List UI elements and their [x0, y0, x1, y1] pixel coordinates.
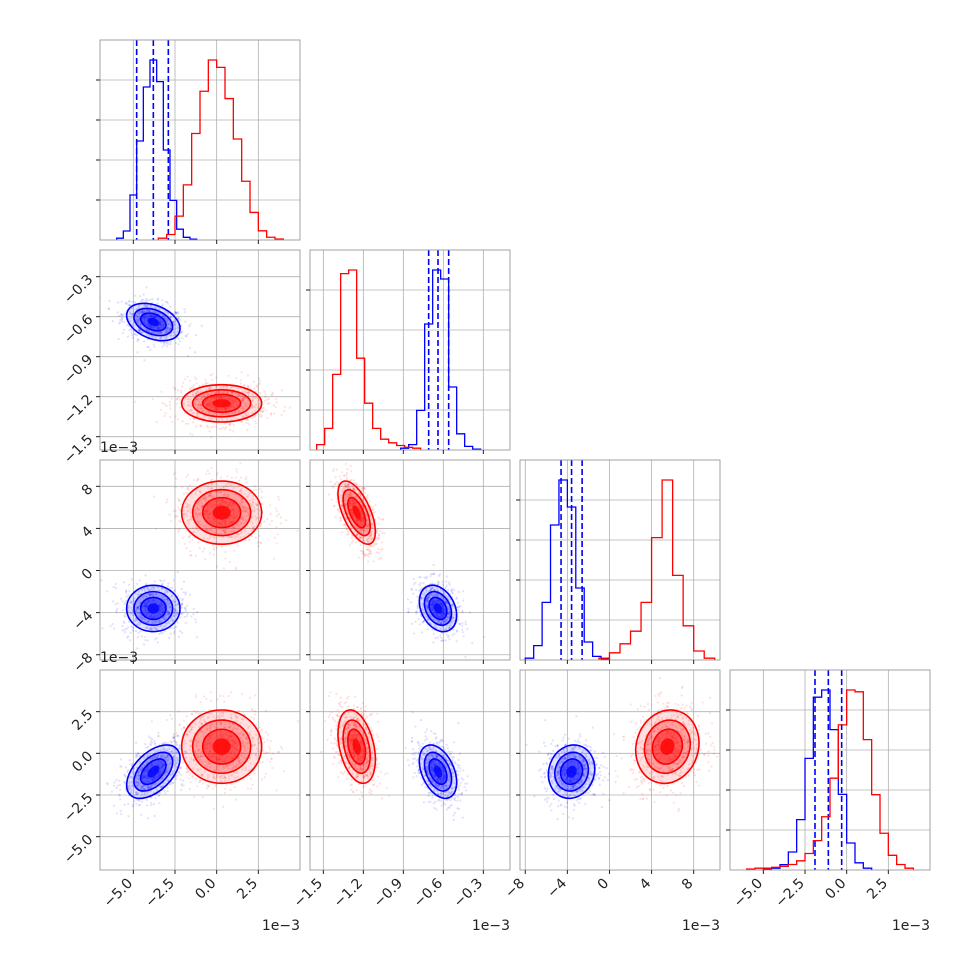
blue-histogram-p1 — [400, 269, 482, 450]
y-offset-label: 1e−3 — [100, 440, 138, 456]
red-histogram-p0 — [157, 59, 284, 240]
panel-frame — [309, 669, 511, 871]
x-offset-label: 1e−3 — [262, 918, 300, 934]
x-tick-label: −5.0 — [101, 876, 136, 911]
x-tick-label: −1.2 — [331, 876, 366, 911]
panel-frame — [729, 669, 931, 871]
x-tick-label: −4 — [544, 875, 570, 901]
y-tick-label: −0.9 — [61, 352, 96, 387]
panel-p2-p2 — [516, 459, 721, 664]
panel-frame — [519, 459, 721, 661]
y-tick-label: −8 — [70, 650, 96, 676]
x-offset-label: 1e−3 — [892, 918, 930, 934]
y-tick-label: −2.5 — [61, 790, 96, 825]
y-tick-label: −5.0 — [61, 832, 96, 867]
blue-histogram-p3 — [762, 689, 873, 870]
red-contour — [212, 738, 231, 755]
panel-p3-p3: −5.0 −2.5 0.0 2.51e−3 — [726, 669, 931, 934]
blue-contour — [147, 765, 160, 778]
x-tick-label: 0.0 — [822, 876, 849, 903]
panel-p1-p3: −1.5 −1.2 −0.9 −0.6 −0.3 1e−3 — [291, 669, 511, 934]
y-tick-label: 4 — [79, 523, 97, 541]
panel-p1-p1 — [306, 249, 511, 454]
red-contour — [212, 399, 231, 408]
panel-p0-p3: −5.0 −2.5 0.0 2.51e−3 — [96, 669, 301, 934]
red-histogram-p2 — [598, 479, 716, 660]
blue-contour — [433, 765, 443, 778]
y-tick-label: −1.2 — [61, 392, 96, 427]
y-tick-label: 0 — [79, 566, 97, 584]
y-tick-label: −0.3 — [61, 272, 96, 307]
x-tick-label: 8 — [679, 876, 697, 894]
x-tick-label: −2.5 — [142, 876, 177, 911]
x-tick-label: 0.0 — [192, 876, 219, 903]
panel-frame — [519, 669, 721, 871]
y-tick-label: 8 — [79, 481, 97, 499]
x-tick-label: −0.3 — [451, 876, 486, 911]
y-tick-label: −0.6 — [61, 312, 96, 347]
x-tick-label: −0.6 — [411, 875, 446, 910]
x-tick-label: 0 — [595, 876, 613, 894]
y-offset-label: 1e−3 — [100, 650, 138, 666]
x-offset-label: 1e−3 — [682, 918, 720, 934]
blue-contour — [566, 765, 577, 778]
red-histogram-p1 — [316, 269, 422, 450]
x-tick-label: 2.5 — [234, 876, 261, 903]
panel-p2-p3: −8 −4 0 4 8 1e−3 — [502, 669, 721, 934]
panel-p1-p2 — [306, 459, 511, 664]
panel-p0-p2 — [96, 459, 301, 664]
panel-frame — [99, 249, 301, 451]
red-histogram-p3 — [746, 689, 914, 870]
blue-samples — [406, 563, 486, 659]
panel-frame — [309, 249, 511, 451]
panel-frame — [99, 39, 301, 241]
y-tick-label: 2.5 — [69, 707, 96, 734]
red-contour — [352, 505, 361, 520]
red-contour — [212, 505, 231, 520]
panel-frame — [99, 669, 301, 871]
y-tick-label: 0.0 — [69, 748, 96, 775]
x-tick-label: 2.5 — [864, 876, 891, 903]
panel-frame — [309, 459, 511, 661]
panel-p0-p0 — [96, 39, 301, 244]
red-contour — [660, 738, 675, 755]
blue-contour — [147, 317, 160, 327]
panel-p0-p1 — [96, 249, 301, 454]
x-tick-label: −1.5 — [291, 876, 326, 911]
panel-frame — [99, 459, 301, 661]
y-tick-label: −4 — [70, 608, 96, 634]
x-tick-label: 4 — [637, 875, 655, 893]
blue-histogram-p0 — [116, 59, 198, 240]
blue-contour — [433, 603, 443, 614]
red-contour — [352, 738, 361, 755]
y-tick-label: −1.5 — [61, 432, 96, 467]
blue-contour — [147, 603, 160, 614]
blue-histogram-p2 — [524, 479, 611, 660]
x-tick-label: −5.0 — [731, 876, 766, 911]
x-tick-label: −2.5 — [772, 876, 807, 911]
x-tick-label: −8 — [502, 876, 528, 902]
x-offset-label: 1e−3 — [472, 918, 510, 934]
x-tick-label: −0.9 — [371, 876, 406, 911]
